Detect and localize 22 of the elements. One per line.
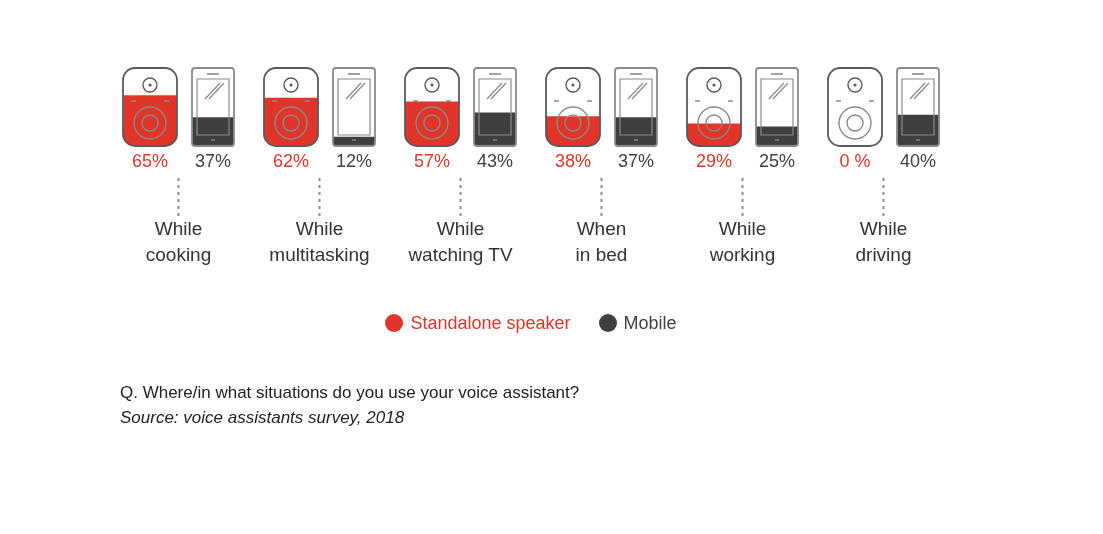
data-label: 62%	[272, 151, 310, 171]
data-label: 40%	[899, 151, 937, 171]
x-tick-label: While watching TV	[407, 218, 513, 265]
x-tick-label: While driving	[855, 218, 912, 265]
data-label: 38%	[554, 151, 592, 171]
x-tick-label: While working	[708, 218, 776, 265]
legend-label: Mobile	[623, 312, 677, 334]
source-note: Source: voice assistants survey, 2018	[120, 407, 405, 429]
text: Q. Where/in what situations do you use your voice assistant?	[120, 382, 580, 404]
data-label: 25%	[758, 151, 796, 171]
x-tick-label: While multitasking	[269, 218, 370, 265]
x-tick-label: When in bed	[575, 218, 628, 265]
data-label: 29%	[695, 151, 733, 171]
data-label: 37%	[617, 151, 655, 171]
data-label: 0 %	[839, 151, 871, 171]
data-label: 43%	[476, 151, 514, 171]
data-label: 12%	[335, 151, 373, 171]
data-label: 37%	[194, 151, 232, 171]
legend-label: Standalone speaker	[410, 312, 571, 334]
x-tick-label: While cooking	[145, 218, 212, 265]
data-label: 65%	[131, 151, 169, 171]
data-label: 57%	[413, 151, 451, 171]
